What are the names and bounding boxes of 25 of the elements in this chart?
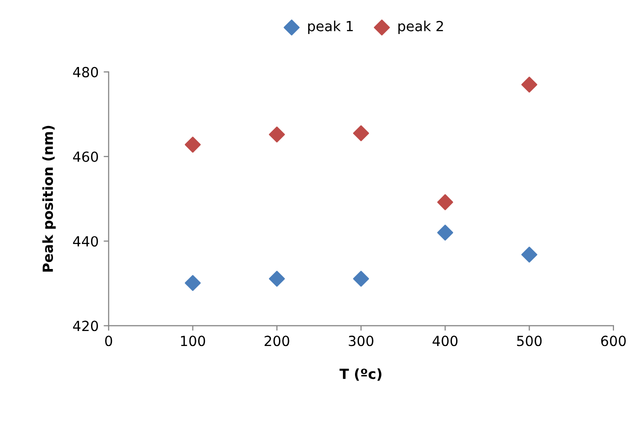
y-tick-label: 420 xyxy=(73,320,98,332)
point xyxy=(521,246,538,263)
point xyxy=(268,270,285,287)
x-tick-label: 200 xyxy=(264,336,290,346)
x-axis-title: T (ºc) xyxy=(340,368,382,381)
point xyxy=(521,76,538,93)
y-tick-label: 440 xyxy=(73,236,98,247)
point xyxy=(437,224,454,241)
point xyxy=(437,194,454,210)
legend-label: peak 2 xyxy=(398,20,443,34)
x-tick-label: 100 xyxy=(181,336,206,346)
y-tick-label: 460 xyxy=(73,151,98,162)
x-tick-label: 600 xyxy=(601,336,626,346)
x-tick-label: 300 xyxy=(348,336,374,346)
legend-label: peak 1 xyxy=(308,20,353,34)
point xyxy=(353,270,370,287)
point xyxy=(268,126,285,142)
y-tick-label: 480 xyxy=(73,66,98,78)
x-tick-label: 400 xyxy=(432,336,458,346)
point xyxy=(184,136,201,153)
x-tick-label: 0 xyxy=(105,336,112,346)
y-axis-title: Peak position (nm) xyxy=(42,126,56,272)
point xyxy=(353,125,370,142)
x-tick-label: 500 xyxy=(517,336,542,346)
point xyxy=(184,275,201,291)
